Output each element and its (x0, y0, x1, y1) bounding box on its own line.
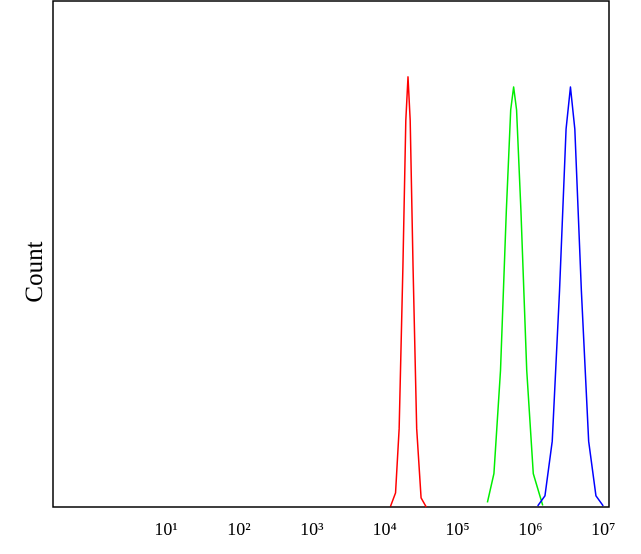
x-tick-label: 10⁷ (591, 519, 615, 539)
histogram-line (537, 86, 604, 507)
histogram-line (389, 76, 427, 508)
x-tick-label: 10⁵ (445, 519, 469, 539)
plot-frame (52, 0, 610, 508)
x-tick-label: 10³ (300, 519, 324, 539)
y-axis-label: Count (21, 241, 48, 302)
histogram-line (486, 86, 544, 506)
x-tick-label: 10⁴ (373, 519, 397, 539)
x-tick-label: 10¹ (154, 519, 177, 539)
x-tick-label: 10² (227, 519, 250, 539)
x-tick-label: 10⁶ (518, 519, 542, 539)
